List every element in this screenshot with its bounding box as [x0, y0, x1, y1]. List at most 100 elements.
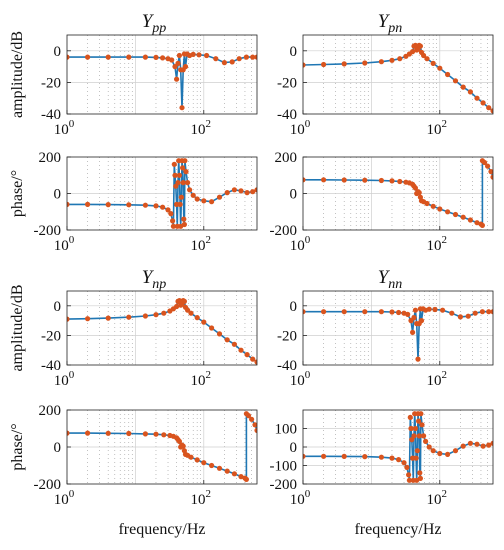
- x-tick-label: 100: [54, 234, 75, 254]
- data-point: [216, 465, 223, 471]
- data-point: [472, 310, 478, 316]
- data-point: [407, 414, 413, 420]
- data-point: [490, 440, 493, 446]
- y-axis-label: phase/°: [9, 170, 26, 217]
- data-point: [194, 457, 200, 463]
- y-tick-label: -20: [41, 75, 61, 91]
- data-point: [180, 443, 186, 449]
- x-tick-label: 100: [54, 118, 75, 138]
- data-point: [474, 95, 480, 101]
- data-point: [474, 220, 480, 226]
- data-point: [486, 442, 492, 448]
- data-point: [67, 54, 70, 60]
- data-point: [249, 416, 255, 422]
- data-point: [485, 163, 491, 169]
- data-point: [416, 418, 422, 424]
- data-point: [480, 443, 486, 449]
- data-point: [452, 78, 459, 84]
- data-point: [460, 84, 466, 90]
- data-point: [424, 200, 430, 207]
- data-point: [396, 457, 402, 463]
- data-point: [142, 202, 148, 208]
- axes-box: [302, 290, 494, 366]
- data-point: [421, 433, 427, 439]
- data-point: [321, 61, 327, 68]
- data-point: [175, 60, 181, 66]
- data-point: [321, 309, 327, 315]
- data-point: [411, 433, 417, 439]
- data-point: [412, 42, 418, 48]
- series-group: [303, 42, 493, 114]
- series-group: [67, 158, 257, 229]
- data-point: [414, 448, 420, 454]
- data-point: [486, 309, 492, 315]
- data-point: [176, 172, 182, 178]
- series-group: [303, 306, 493, 362]
- data-point: [389, 309, 395, 315]
- y-tick-label: 0: [54, 44, 62, 60]
- data-point: [405, 311, 411, 317]
- data-point: [411, 315, 417, 321]
- data-point: [254, 359, 257, 365]
- y-tick-label: 0: [290, 187, 298, 203]
- series-line: [67, 299, 257, 363]
- data-point: [171, 161, 177, 167]
- data-point: [126, 202, 132, 208]
- data-point: [196, 52, 202, 58]
- data-point: [216, 331, 223, 337]
- data-point: [417, 470, 423, 476]
- x-tick-label: 102: [191, 118, 212, 138]
- data-point: [174, 76, 180, 82]
- data-point: [417, 475, 423, 481]
- data-point: [488, 169, 493, 175]
- data-point: [209, 199, 215, 205]
- data-point: [378, 454, 384, 460]
- data-point: [481, 159, 488, 166]
- data-point: [406, 472, 412, 478]
- x-tick-label: 100: [54, 369, 75, 389]
- y-tick-label: -200: [270, 477, 298, 493]
- data-point: [252, 422, 257, 428]
- x-tick-label: 100: [290, 118, 311, 138]
- data-point: [224, 190, 230, 196]
- data-point: [423, 438, 429, 444]
- data-point: [161, 310, 167, 316]
- data-point: [216, 194, 223, 200]
- data-point: [397, 178, 403, 185]
- data-point: [178, 194, 184, 200]
- axes-box: [66, 34, 258, 115]
- data-point: [67, 430, 70, 436]
- data-point: [201, 319, 207, 325]
- data-point: [437, 65, 443, 71]
- data-point: [321, 453, 327, 459]
- data-point: [221, 60, 227, 66]
- data-point: [378, 177, 384, 184]
- data-point: [424, 56, 430, 62]
- data-point: [85, 54, 91, 60]
- axes-box: [66, 290, 258, 366]
- data-point: [250, 54, 256, 60]
- y-axis-label: amplitude/dB: [9, 284, 26, 371]
- data-point: [231, 341, 237, 347]
- data-point: [467, 440, 473, 446]
- data-point: [362, 454, 368, 460]
- data-point: [201, 460, 207, 466]
- data-point: [229, 59, 235, 65]
- data-point: [105, 430, 111, 436]
- series-line: [303, 307, 493, 360]
- series-group: [303, 411, 493, 483]
- data-point: [341, 61, 347, 67]
- data-point: [153, 203, 159, 209]
- y-tick-label: 0: [290, 299, 298, 315]
- data-point: [412, 425, 418, 432]
- data-point: [418, 411, 424, 417]
- data-point: [254, 54, 257, 60]
- data-point: [341, 453, 347, 459]
- data-point: [142, 54, 148, 60]
- data-point: [190, 51, 196, 58]
- data-point: [209, 325, 215, 331]
- x-tick-label: 102: [427, 488, 448, 508]
